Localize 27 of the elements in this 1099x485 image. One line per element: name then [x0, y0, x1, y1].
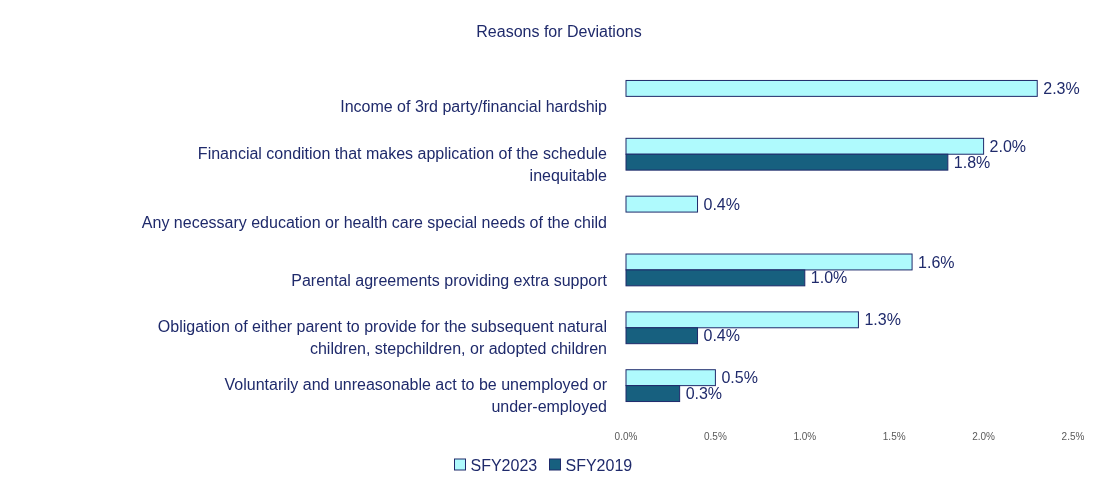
bar: [625, 79, 1038, 97]
x-tick-label: 0.5%: [704, 431, 727, 442]
x-tick-label: 2.5%: [1061, 431, 1085, 442]
y-tick-label: Income of 3rd party/financial hardship: [340, 97, 608, 115]
y-tick-label: Obligation of either parent to provide for the subsequent natural children, stepchildren, or adopted children: [157, 318, 607, 358]
data-label: 1.8%: [953, 153, 991, 171]
x-tick-label: 1.5%: [882, 431, 906, 442]
data-label: 2.0%: [989, 137, 1027, 155]
legend-label: SFY2019: [565, 456, 633, 474]
y-tick-label: Financial condition that makes application of the schedule inequitable: [197, 144, 608, 184]
x-tick-label: 2.0%: [972, 431, 996, 442]
y-tick-label: Any necessary education or health care special needs of the child: [141, 213, 607, 231]
data-label: 0.5%: [721, 369, 758, 387]
legend-label: SFY2023: [470, 456, 538, 474]
data-label: 1.0%: [810, 269, 848, 287]
data-label: 0.4%: [703, 327, 740, 345]
y-tick-label: Voluntarily and unreasonable act to be unemployed or under-employed: [224, 376, 608, 416]
bar: [625, 195, 699, 213]
data-label: 0.3%: [685, 385, 723, 403]
y-tick-label: Parental agreements providing extra support: [291, 271, 608, 289]
data-label: 1.3%: [864, 311, 901, 329]
data-label: 2.3%: [1043, 80, 1080, 98]
x-tick-label: 0.0%: [614, 431, 638, 442]
data-label: 1.6%: [918, 253, 955, 271]
chart-title: Reasons for Deviations: [476, 23, 642, 40]
x-tick-label: 1.0%: [793, 431, 817, 442]
data-label: 0.4%: [703, 195, 740, 213]
